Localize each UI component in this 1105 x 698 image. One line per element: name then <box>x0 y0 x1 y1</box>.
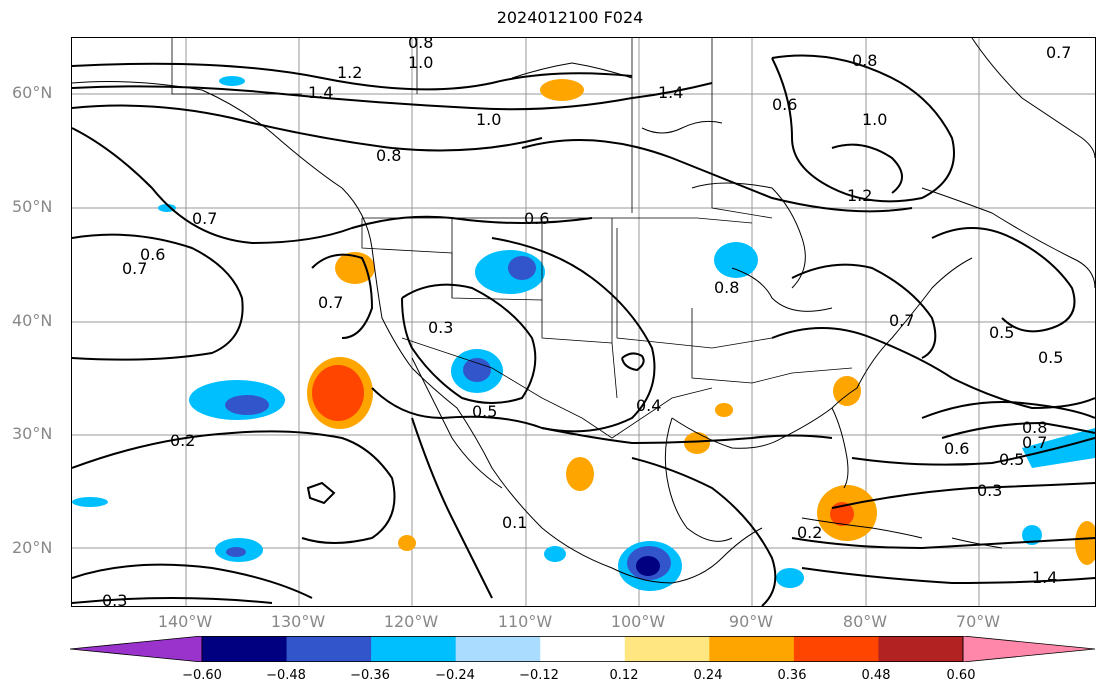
contour-label: 0.2 <box>797 523 822 542</box>
contour-label: 0.5 <box>472 402 497 421</box>
contours <box>72 54 1095 606</box>
colorbar-tick: 0.12 <box>609 668 639 683</box>
map-frame: 0.8 1.0 1.2 1.4 1.0 0.8 1.4 0.6 0.8 0.7 … <box>71 37 1096 607</box>
colorbar-tick: −0.36 <box>350 668 390 683</box>
colorbar-segment <box>793 636 879 662</box>
contour-label: 0.6 <box>524 209 549 228</box>
colorbar-segment <box>709 636 795 662</box>
lon-label: 110°W <box>497 612 553 631</box>
contour-label: 0.3 <box>428 318 453 337</box>
contour-label: 1.0 <box>476 110 501 129</box>
contour-label: 1.4 <box>308 83 333 102</box>
contour-label: 0.6 <box>772 95 797 114</box>
contour-label: 0.8 <box>852 51 877 70</box>
contour-label: 0.5 <box>999 450 1024 469</box>
colorbar-tick: −0.24 <box>435 668 475 683</box>
contour-label: 0.8 <box>376 146 401 165</box>
contour-label: 0.8 <box>714 278 739 297</box>
contour-label: 1.2 <box>337 63 362 82</box>
contour-label: 1.4 <box>658 83 683 102</box>
contour-label: 0.5 <box>1038 348 1063 367</box>
contour-label: 0.6 <box>944 439 969 458</box>
colorbar-tick: 0.60 <box>946 668 976 683</box>
colorbar-segment <box>371 636 457 662</box>
contour-label: 0.8 <box>1022 418 1047 437</box>
graticule <box>72 38 1095 606</box>
contour-label: 0.7 <box>1022 433 1047 452</box>
colorbar-tick: 0.36 <box>777 668 807 683</box>
contour-label: 1.0 <box>862 110 887 129</box>
political-borders <box>171 38 853 439</box>
contour-label: 1.0 <box>408 53 433 72</box>
contour-label: 0.7 <box>122 259 147 278</box>
contour-label: 0.5 <box>989 323 1014 342</box>
lat-label: 60°N <box>12 83 53 102</box>
colorbar <box>70 636 1095 662</box>
contour-label: 1.4 <box>1032 568 1057 587</box>
lat-label: 40°N <box>12 311 53 330</box>
contour-label: 0.6 <box>140 245 165 264</box>
contour-label: 0.7 <box>1046 43 1071 62</box>
map-canvas: 0.8 1.0 1.2 1.4 1.0 0.8 1.4 0.6 0.8 0.7 … <box>72 38 1095 606</box>
colorbar-segment <box>455 636 541 662</box>
contour-labels: 0.8 1.0 1.2 1.4 1.0 0.8 1.4 0.6 0.8 0.7 … <box>102 38 1071 606</box>
colorbar-tick: 0.48 <box>861 668 891 683</box>
coastlines <box>72 38 1095 584</box>
colorbar-segment <box>624 636 710 662</box>
colorbar-extend-low <box>70 636 203 662</box>
lat-label: 30°N <box>12 424 53 443</box>
lon-label: 100°W <box>610 612 666 631</box>
colorbar-tick: −0.12 <box>519 668 559 683</box>
contour-label: 0.3 <box>102 591 127 606</box>
contour-label: 0.1 <box>502 513 527 532</box>
colorbar-tick: −0.48 <box>266 668 306 683</box>
contour-label: 0.3 <box>977 481 1002 500</box>
colorbar-extend-high <box>962 636 1095 662</box>
contour-label: 0.4 <box>636 396 661 415</box>
lon-label: 80°W <box>842 612 888 631</box>
colorbar-outline <box>201 636 964 662</box>
colorbar-segment <box>540 636 626 662</box>
lon-label: 130°W <box>270 612 326 631</box>
colorbar-tick: −0.60 <box>182 668 222 683</box>
lat-label: 50°N <box>12 197 53 216</box>
colorbar-segment <box>202 636 288 662</box>
lat-label: 20°N <box>12 538 53 557</box>
colorbar-segment <box>878 636 964 662</box>
lon-label: 140°W <box>157 612 213 631</box>
contour-label: 0.8 <box>408 38 433 52</box>
contour-label: 0.7 <box>889 311 914 330</box>
lon-label: 90°W <box>728 612 774 631</box>
colorbar-segment <box>286 636 372 662</box>
lon-label: 120°W <box>383 612 439 631</box>
map-title: 2024012100 F024 <box>496 8 644 27</box>
contour-label: 0.7 <box>318 293 343 312</box>
contour-label: 0.7 <box>192 209 217 228</box>
contour-label: 0.2 <box>170 431 195 450</box>
shaded-fields <box>72 76 1095 591</box>
colorbar-tick: 0.24 <box>693 668 723 683</box>
contour-label: 1.2 <box>847 186 872 205</box>
lon-label: 70°W <box>955 612 1001 631</box>
